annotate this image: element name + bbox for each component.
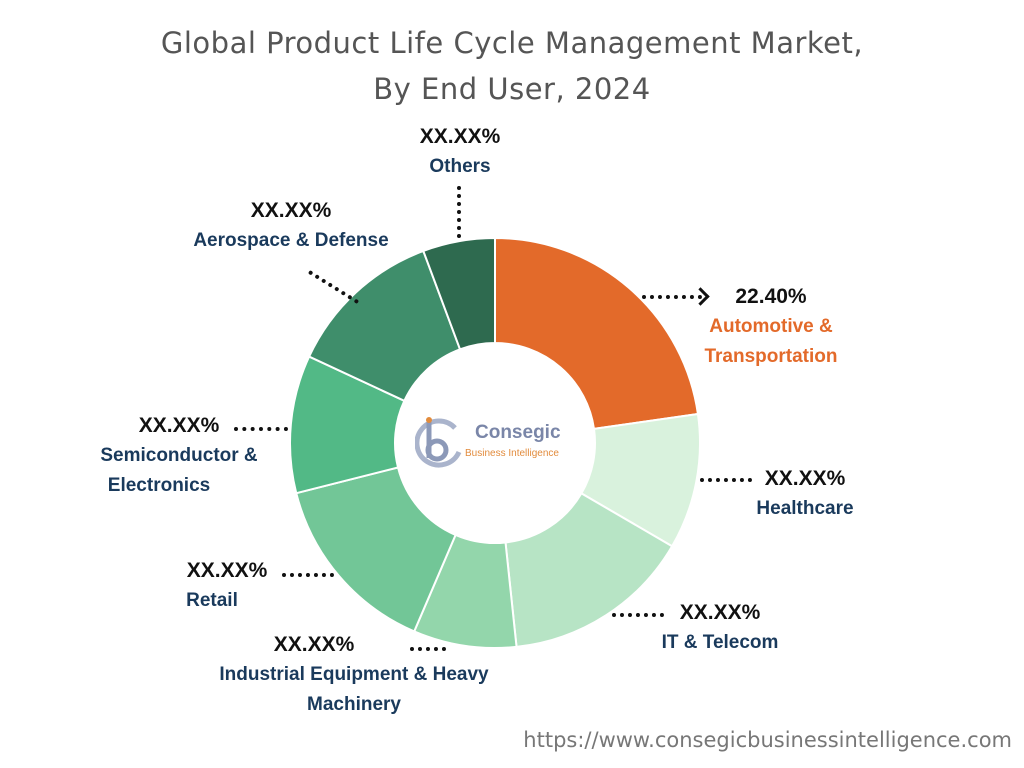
slice-name-retail: Retail: [186, 590, 238, 611]
slice-value-semi: XX.XX%: [138, 414, 220, 437]
slice-value-it: XX.XX%: [679, 601, 761, 624]
slice-name-ind-line-1: Industrial Equipment & Heavy: [219, 664, 489, 685]
slice-value-health: XX.XX%: [764, 467, 846, 490]
slice-name-aero: Aerospace & Defense: [193, 230, 389, 251]
chart-subtitle: By End User, 2024: [373, 72, 651, 106]
leader-line-it: [612, 613, 664, 617]
slice-name-health: Healthcare: [756, 498, 854, 519]
slice-name-auto-line-2: Transportation: [704, 346, 838, 367]
slice-label-ind: XX.XX% Industrial Equipment & Heavy Mach…: [194, 630, 514, 720]
slice-label-aero: XX.XX% Aerospace & Defense: [176, 196, 406, 256]
footer-url[interactable]: https://www.consegicbusinessintelligence…: [523, 728, 1012, 752]
slice-name-it: IT & Telecom: [661, 632, 779, 653]
slice-value-others: XX.XX%: [419, 125, 501, 148]
leader-line-auto: [642, 295, 702, 299]
chart-title: Global Product Life Cycle Management Mar…: [160, 26, 864, 60]
slice-others: [422, 236, 496, 351]
slice-value-aero: XX.XX%: [250, 199, 332, 222]
slice-name-ind-line-2: Machinery: [307, 694, 401, 715]
slice-auto: [494, 236, 700, 430]
leader-line-semi: [234, 427, 288, 431]
slice-value-retail: XX.XX%: [186, 559, 268, 582]
slice-it: [504, 492, 674, 648]
leader-line-others: [457, 186, 461, 238]
slice-label-semi: XX.XX% Semiconductor & Electronics: [84, 411, 274, 501]
slice-label-health: XX.XX% Healthcare: [740, 464, 870, 524]
leader-line-ind: [410, 647, 446, 651]
slice-label-retail: XX.XX% Retail: [172, 556, 282, 616]
logo-tagline: Business Intelligence: [465, 448, 559, 459]
logo-name: Consegic: [475, 422, 561, 443]
slice-label-auto: 22.40% Automotive & Transportation: [686, 282, 856, 372]
slice-label-others: XX.XX% Others: [400, 122, 520, 182]
slice-name-semi-line-2: Electronics: [107, 475, 211, 496]
slice-value-ind: XX.XX%: [273, 633, 355, 656]
slice-name-auto-line-1: Automotive &: [709, 316, 833, 337]
logo-mark-icon: [415, 417, 462, 468]
slice-label-it: XX.XX% IT & Telecom: [640, 598, 800, 658]
leader-line-retail: [282, 573, 334, 577]
slice-name-semi-line-1: Semiconductor &: [100, 445, 258, 466]
slice-value-auto: 22.40%: [735, 285, 807, 308]
slice-name-others: Others: [429, 156, 491, 177]
consegic-logo: Consegic Business Intelligence: [415, 410, 585, 480]
leader-line-health: [700, 478, 752, 482]
